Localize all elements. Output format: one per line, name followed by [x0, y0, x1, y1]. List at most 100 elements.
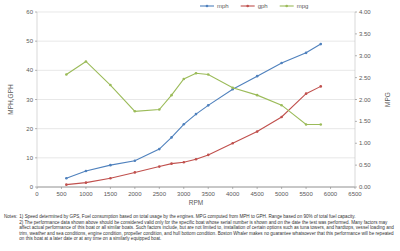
legend-marker — [206, 5, 209, 8]
y2-tick — [355, 121, 357, 122]
series-marker — [134, 110, 137, 113]
x-tick-label: 2500 — [153, 191, 167, 197]
series-marker — [109, 84, 112, 87]
series-line — [66, 61, 320, 124]
series-marker — [280, 116, 283, 119]
x-tick-label: 4000 — [226, 191, 240, 197]
y2-tick-label: 0.00 — [359, 184, 371, 190]
series-marker — [319, 43, 322, 46]
series-marker — [109, 177, 112, 180]
y2-tick — [355, 55, 357, 56]
series-marker — [195, 72, 198, 75]
y2-tick-label: 3.00 — [359, 53, 371, 59]
y2-tick — [355, 143, 357, 144]
series-marker — [85, 181, 88, 184]
series-marker — [256, 75, 259, 78]
legend-entry: mph — [200, 3, 229, 9]
series-marker — [231, 86, 234, 89]
notes-body: 1) Speed determined by GPS, Fuel consump… — [19, 214, 396, 242]
x-tick-label: 0 — [35, 191, 39, 197]
series-marker — [158, 165, 161, 168]
series-marker — [231, 142, 234, 145]
x-tick-label: 3000 — [177, 191, 191, 197]
series-marker — [65, 73, 68, 76]
series-marker — [182, 161, 185, 164]
note: 1) Speed determined by GPS, Fuel consump… — [19, 214, 396, 220]
y2-tick-label: 0.50 — [359, 162, 371, 168]
legend-entry: mpg — [280, 3, 309, 9]
x-tick-label: 6000 — [324, 191, 338, 197]
notes: Notes:1) Speed determined by GPS, Fuel c… — [4, 214, 396, 242]
series-marker — [182, 123, 185, 126]
series-marker — [134, 171, 137, 174]
y2-tick — [355, 33, 357, 34]
series-marker — [195, 113, 198, 116]
x-tick — [37, 187, 38, 189]
grid-line — [37, 187, 355, 188]
grid-line — [37, 128, 355, 129]
y2-tick — [355, 165, 357, 166]
x-tick — [110, 187, 111, 189]
x-tick — [232, 187, 233, 189]
x-tick-label: 1500 — [104, 191, 118, 197]
series-marker — [207, 73, 210, 76]
series-marker — [109, 164, 112, 167]
legend-label: mpg — [297, 3, 309, 9]
y2-tick-label: 1.50 — [359, 118, 371, 124]
y2-tick-label: 2.50 — [359, 75, 371, 81]
y-tick-label: 30 — [26, 97, 33, 103]
y2-tick-label: 3.50 — [359, 31, 371, 37]
plot-area — [65, 43, 322, 186]
y-axis-title: MPH,GPH — [7, 84, 14, 115]
x-tick-label: 4500 — [250, 191, 264, 197]
x-tick — [355, 187, 356, 189]
legend-label: mph — [217, 3, 229, 9]
series-marker — [65, 183, 68, 186]
legend-entry: gph — [241, 3, 268, 9]
y2-tick — [355, 77, 357, 78]
series-marker — [170, 136, 173, 139]
x-tick — [330, 187, 331, 189]
x-tick-label: 6500 — [348, 191, 362, 197]
note: 2) The performance data shown above shou… — [19, 220, 396, 242]
y-tick-label: 40 — [26, 67, 33, 73]
notes-label: Notes: — [4, 214, 17, 242]
x-tick — [306, 187, 307, 189]
legend-swatch — [200, 5, 214, 6]
y-tick-label: 60 — [26, 9, 33, 15]
series-marker — [256, 94, 259, 97]
series-marker — [305, 92, 308, 95]
x-tick-label: 2000 — [128, 191, 142, 197]
series-marker — [158, 148, 161, 151]
y2-tick — [355, 12, 357, 13]
x-tick — [61, 187, 62, 189]
y-tick — [35, 12, 37, 13]
series-marker — [85, 170, 88, 173]
series-marker — [319, 85, 322, 88]
y-tick — [35, 99, 37, 100]
y2-axis-title: MPG — [384, 92, 391, 107]
series-marker — [207, 104, 210, 107]
y-tick — [35, 70, 37, 71]
grid-line — [37, 41, 355, 42]
x-tick — [85, 187, 86, 189]
y2-tick-label: 2.00 — [359, 97, 371, 103]
series-marker — [134, 159, 137, 162]
y2-tick-label: 1.00 — [359, 140, 371, 146]
legend-swatch — [241, 5, 255, 6]
legend-marker — [246, 5, 249, 8]
x-axis-title: RPM — [189, 199, 203, 206]
x-tick — [134, 187, 135, 189]
x-tick — [159, 187, 160, 189]
series-marker — [305, 52, 308, 55]
series-marker — [170, 94, 173, 97]
series-marker — [280, 104, 283, 107]
y-tick — [35, 41, 37, 42]
series-marker — [85, 60, 88, 63]
series-marker — [158, 108, 161, 111]
series-marker — [280, 62, 283, 65]
x-tick-label: 1000 — [79, 191, 93, 197]
x-tick-label: 500 — [56, 191, 67, 197]
series-marker — [319, 123, 322, 126]
x-axis-line — [37, 187, 355, 188]
